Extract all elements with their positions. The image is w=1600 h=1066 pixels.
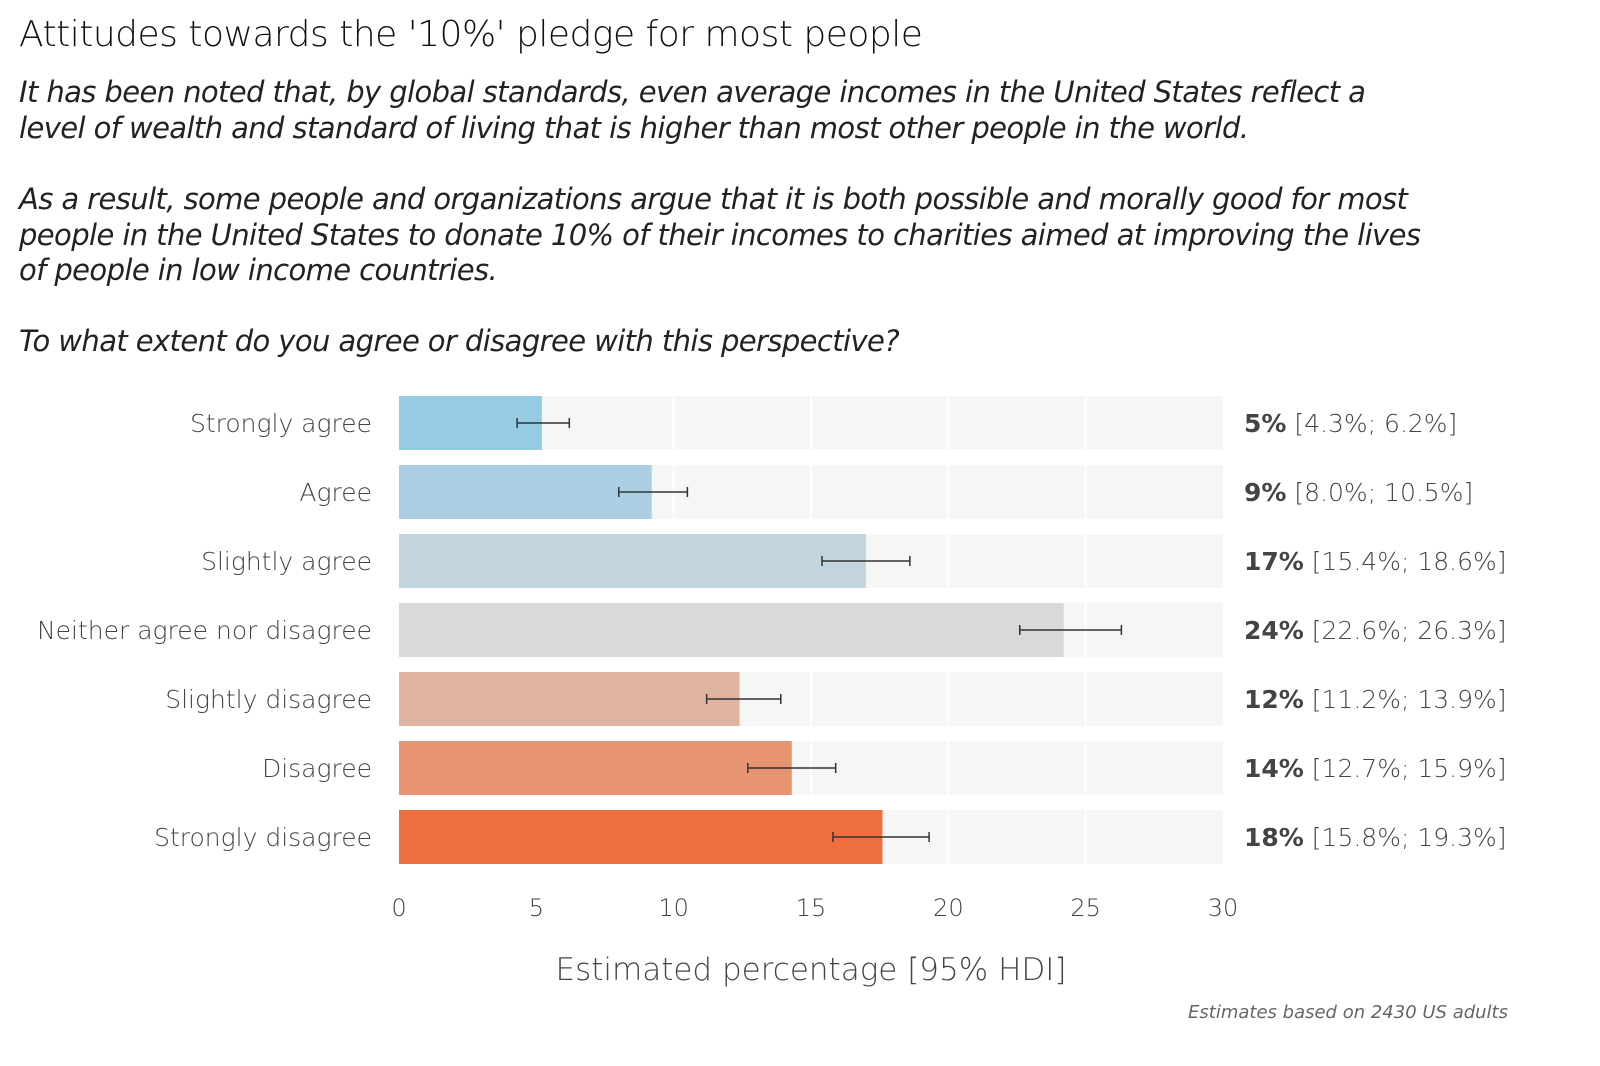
subtitle-line: level of wealth and standard of living t… xyxy=(19,111,1249,145)
value-ci: [4.3%; 6.2%] xyxy=(1286,409,1457,438)
category-label: Strongly disagree xyxy=(154,823,372,852)
bar xyxy=(399,810,883,864)
bar xyxy=(399,534,866,588)
category-label: Agree xyxy=(299,478,372,507)
footnote: Estimates based on 2430 US adults xyxy=(1188,1002,1508,1023)
value-ci: [11.2%; 13.9%] xyxy=(1304,685,1507,714)
bar xyxy=(399,465,652,519)
x-tick-label: 20 xyxy=(933,894,964,922)
category-label: Neither agree nor disagree xyxy=(37,616,372,645)
subtitle-line: of people in low income countries. xyxy=(19,253,498,287)
subtitle-line: As a result, some people and organizatio… xyxy=(19,182,1408,216)
value-ci: [15.8%; 19.3%] xyxy=(1304,823,1507,852)
chart-title: Attitudes towards the '10%' pledge for m… xyxy=(19,14,923,55)
bar xyxy=(399,603,1064,657)
x-tick-label: 0 xyxy=(391,894,406,922)
x-tick-label: 25 xyxy=(1070,894,1101,922)
x-axis-label: Estimated percentage [95% HDI] xyxy=(556,952,1067,988)
value-percent: 18% xyxy=(1244,823,1304,852)
x-tick-label: 5 xyxy=(529,894,544,922)
value-ci: [12.7%; 15.9%] xyxy=(1304,754,1507,783)
subtitle-line: It has been noted that, by global standa… xyxy=(19,75,1366,109)
value-ci: [15.4%; 18.6%] xyxy=(1304,547,1507,576)
value-percent: 14% xyxy=(1244,754,1304,783)
value-ci: [22.6%; 26.3%] xyxy=(1304,616,1507,645)
subtitle-question: To what extent do you agree or disagree … xyxy=(19,324,900,358)
value-percent: 9% xyxy=(1244,478,1286,507)
x-tick-label: 15 xyxy=(796,894,827,922)
bar xyxy=(399,741,792,795)
category-label: Slightly agree xyxy=(201,547,372,576)
value-percent: 24% xyxy=(1244,616,1304,645)
value-percent: 12% xyxy=(1244,685,1304,714)
value-percent: 5% xyxy=(1244,409,1286,438)
x-tick-label: 10 xyxy=(658,894,689,922)
subtitle-line: people in the United States to donate 10… xyxy=(19,218,1421,252)
value-label: 9% [8.0%; 10.5%] xyxy=(1244,478,1473,507)
value-percent: 17% xyxy=(1244,547,1304,576)
value-label: 17% [15.4%; 18.6%] xyxy=(1244,547,1507,576)
value-label: 14% [12.7%; 15.9%] xyxy=(1244,754,1507,783)
bar xyxy=(399,672,740,726)
x-tick-label: 30 xyxy=(1208,894,1239,922)
category-label: Disagree xyxy=(262,754,372,783)
value-label: 5% [4.3%; 6.2%] xyxy=(1244,409,1457,438)
category-label: Slightly disagree xyxy=(165,685,372,714)
value-label: 24% [22.6%; 26.3%] xyxy=(1244,616,1507,645)
value-ci: [8.0%; 10.5%] xyxy=(1286,478,1473,507)
category-label: Strongly agree xyxy=(190,409,372,438)
value-label: 12% [11.2%; 13.9%] xyxy=(1244,685,1507,714)
value-label: 18% [15.8%; 19.3%] xyxy=(1244,823,1507,852)
